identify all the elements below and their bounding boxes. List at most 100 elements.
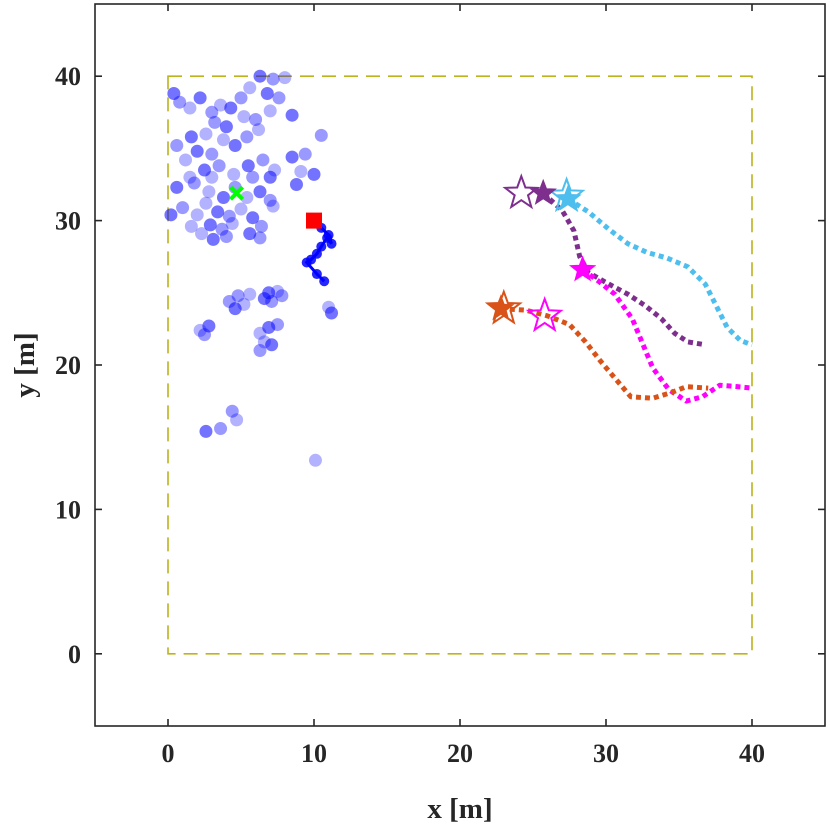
- particle-point: [256, 153, 270, 167]
- particle-point: [173, 95, 187, 109]
- robot-marker: [306, 212, 322, 229]
- agent-path: [566, 196, 753, 348]
- robot-track-point: [322, 232, 333, 243]
- y-tick-label: 30: [55, 207, 81, 236]
- agent-path: [541, 191, 706, 348]
- particle-point: [246, 170, 260, 184]
- particle-point: [195, 227, 209, 241]
- y-axis-title: y [m]: [9, 332, 41, 397]
- particle-point: [202, 185, 216, 199]
- target-star-hollow: [525, 295, 564, 333]
- particle-point: [234, 202, 248, 216]
- particle-point: [228, 139, 242, 153]
- particle-point: [198, 328, 211, 342]
- particle-point: [263, 193, 277, 207]
- particle-point: [199, 127, 213, 141]
- particle-point: [190, 208, 204, 222]
- particle-point: [219, 120, 233, 134]
- particle-point: [224, 101, 238, 115]
- particle-point: [202, 319, 216, 333]
- particle-point: [205, 147, 219, 161]
- particle-point: [199, 196, 213, 210]
- particle-point: [243, 227, 257, 241]
- particle-point: [289, 178, 303, 191]
- agent-star-filled: [554, 184, 582, 211]
- particle-point: [325, 306, 339, 320]
- boundary-rect: [167, 75, 753, 655]
- particle-point: [212, 159, 226, 173]
- particle-point: [272, 91, 286, 105]
- particle-point: [243, 287, 257, 301]
- particle-layer: [164, 69, 339, 467]
- particle-point: [164, 208, 178, 222]
- particle-point: [184, 130, 198, 144]
- particle-point: [205, 105, 219, 119]
- particle-point: [222, 209, 236, 223]
- agent-path: [581, 267, 753, 404]
- robot-track-point: [316, 241, 327, 252]
- particle-point: [314, 128, 328, 142]
- particle-point: [253, 231, 267, 245]
- particle-point: [193, 91, 207, 105]
- agent-path: [500, 306, 709, 401]
- particle-point: [237, 110, 251, 124]
- particle-point: [240, 190, 254, 204]
- particle-point: [285, 108, 299, 122]
- particle-point: [208, 115, 222, 129]
- particle-point: [222, 294, 236, 308]
- particle-point: [216, 133, 230, 147]
- marker-layer: [229, 173, 597, 333]
- particle-point: [199, 424, 213, 438]
- particle-point: [262, 286, 276, 300]
- particle-point: [227, 167, 241, 181]
- particle-point: [240, 130, 254, 144]
- particle-point: [252, 123, 266, 137]
- x-tick-label: 10: [301, 739, 327, 768]
- x-tick-label: 40: [739, 739, 765, 768]
- particle-point: [219, 229, 233, 243]
- particle-point: [294, 165, 308, 179]
- particle-point: [190, 144, 204, 158]
- particle-point: [246, 211, 260, 225]
- particle-point: [225, 404, 239, 418]
- y-tick-label: 20: [55, 351, 81, 380]
- particle-point: [170, 180, 184, 194]
- particle-point: [243, 81, 257, 95]
- y-tick-label: 0: [68, 640, 81, 669]
- y-tick-label: 10: [55, 495, 81, 524]
- particle-point: [176, 201, 190, 215]
- particle-point: [249, 113, 263, 127]
- particle-point: [262, 320, 276, 334]
- particle-point: [167, 87, 181, 101]
- particle-point: [225, 216, 239, 230]
- particle-point: [253, 185, 267, 199]
- particle-point: [266, 199, 280, 213]
- particle-point: [216, 190, 230, 204]
- particle-point: [183, 101, 197, 115]
- x-axis-title: x [m]: [427, 793, 492, 825]
- estimate-marker: [229, 185, 245, 201]
- particle-point: [228, 302, 242, 316]
- particle-point: [215, 222, 229, 236]
- particle-point: [187, 176, 201, 190]
- particle-point: [179, 153, 193, 167]
- robot-track-point: [301, 257, 312, 268]
- particle-point: [203, 218, 217, 232]
- particle-point: [253, 344, 267, 358]
- target-star-hollow: [502, 173, 541, 210]
- particle-point: [307, 167, 321, 181]
- particle-point: [308, 453, 322, 467]
- particle-point: [275, 289, 289, 303]
- particle-point: [211, 205, 225, 219]
- particle-point: [298, 147, 312, 161]
- particle-point: [230, 413, 244, 427]
- agent-star-filled: [568, 255, 597, 282]
- particle-point: [205, 170, 219, 184]
- particle-point: [183, 170, 197, 184]
- particle-point: [234, 91, 248, 105]
- particle-point: [271, 318, 284, 332]
- particle-point: [253, 69, 267, 83]
- particle-point: [184, 219, 198, 233]
- particle-point: [241, 159, 255, 173]
- particle-point: [278, 71, 292, 85]
